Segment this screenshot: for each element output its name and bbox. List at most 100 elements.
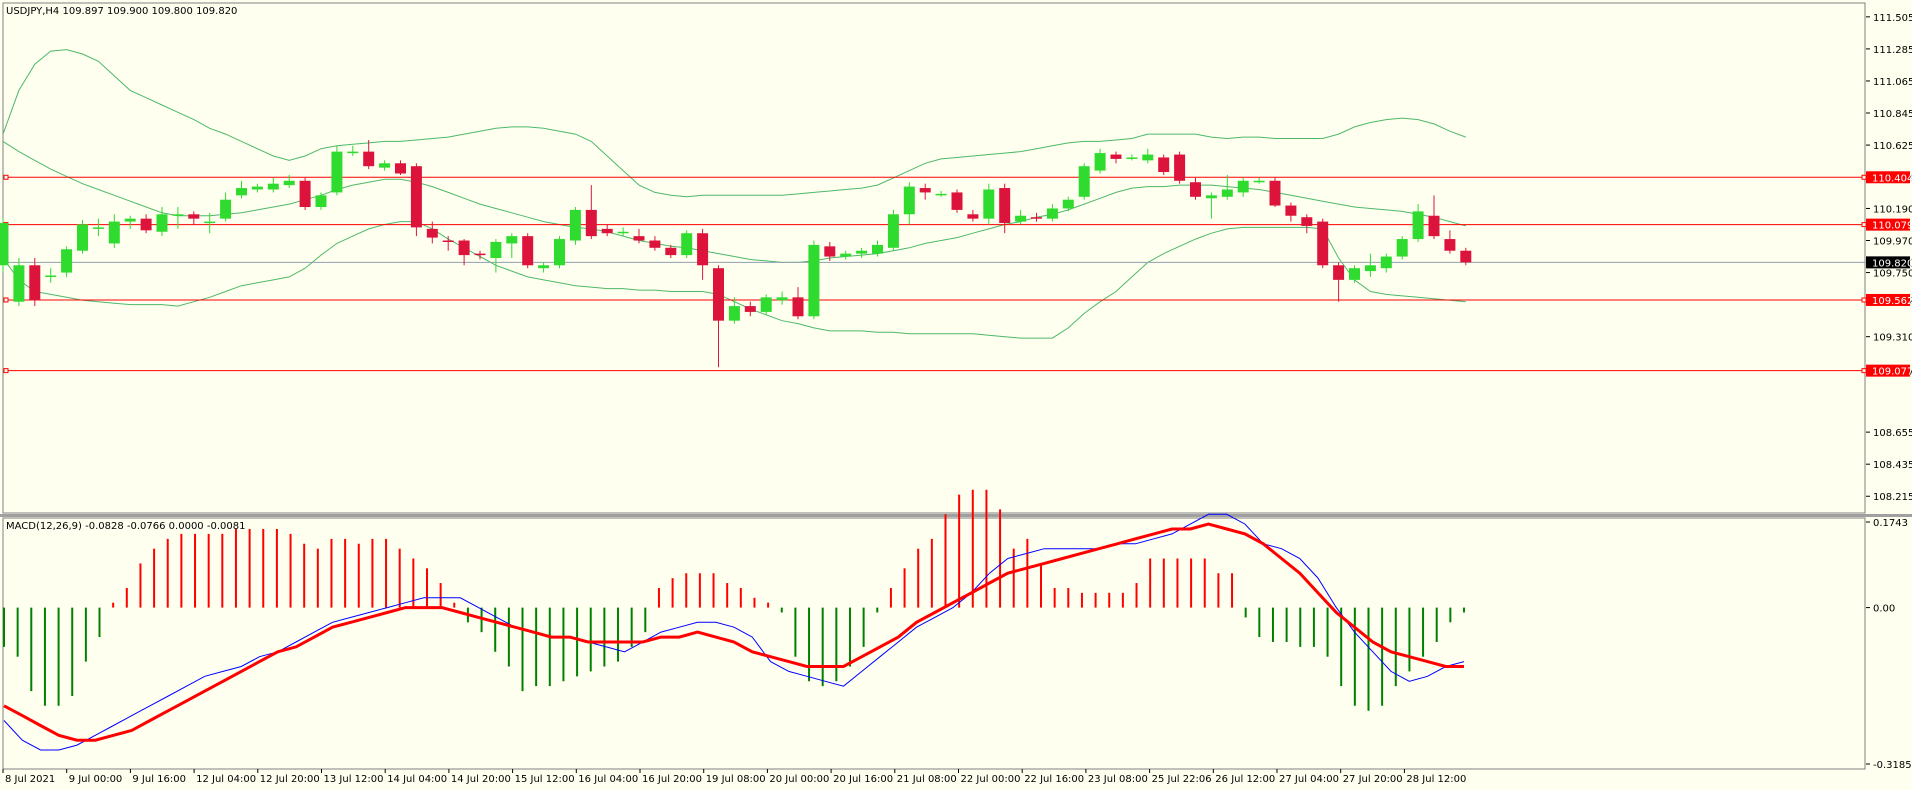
level-handle-right[interactable]	[1861, 222, 1867, 228]
candle	[410, 163, 422, 237]
candle	[999, 183, 1011, 234]
candle-body	[1396, 239, 1408, 257]
candle-body	[1078, 166, 1090, 197]
candle	[124, 215, 136, 229]
candle	[29, 258, 41, 307]
candle	[681, 230, 693, 258]
candle	[108, 214, 120, 248]
candle-body	[999, 188, 1011, 224]
candle	[1078, 163, 1090, 200]
candle	[585, 185, 597, 240]
candle-body	[442, 240, 454, 243]
level-handle-left[interactable]	[3, 368, 9, 374]
candle	[458, 239, 470, 266]
candle	[379, 160, 391, 171]
candle-body	[251, 186, 263, 190]
level-handle-left[interactable]	[3, 297, 9, 303]
candle	[776, 291, 788, 305]
time-tick-label: 20 Jul 00:00	[769, 774, 829, 785]
candle	[506, 233, 518, 258]
candle	[1349, 265, 1360, 283]
candle-body	[760, 297, 772, 312]
macd-main-line	[3, 513, 1465, 751]
level-handle-right[interactable]	[1861, 174, 1867, 180]
candle-body	[29, 265, 41, 301]
candle-body	[474, 253, 486, 256]
time-tick-label: 9 Jul 00:00	[69, 774, 123, 785]
candle	[744, 301, 756, 317]
candle-body	[1253, 180, 1265, 183]
candle	[1460, 247, 1472, 266]
candle-body	[267, 183, 279, 190]
candle-body	[188, 214, 200, 219]
candle-body	[1444, 239, 1456, 251]
candle	[649, 236, 661, 251]
candle	[569, 207, 581, 245]
candle	[1444, 230, 1456, 254]
macd-signal-line	[3, 522, 1464, 742]
level-handle-right[interactable]	[1861, 368, 1867, 374]
candle-body	[903, 186, 915, 215]
candle	[315, 192, 327, 210]
candle-body	[1110, 154, 1122, 159]
candle	[156, 207, 168, 237]
candle-body	[840, 253, 852, 257]
candle-body	[347, 151, 359, 154]
time-tick-label: 19 Jul 08:00	[706, 774, 766, 785]
price-level-labels: 110.404 110.079 109.562 109.077 109.820	[1866, 171, 1912, 378]
candles	[0, 139, 1472, 368]
candle-body	[1301, 217, 1313, 226]
candle	[935, 190, 947, 197]
candle	[1221, 174, 1233, 200]
candle-body	[872, 244, 883, 254]
time-tick-label: 22 Jul 16:00	[1024, 774, 1084, 785]
candle	[1317, 218, 1329, 269]
candle-body	[1380, 256, 1392, 269]
time-tick-label: 27 Jul 04:00	[1279, 774, 1339, 785]
candle-body	[92, 227, 104, 229]
candle	[1333, 262, 1345, 302]
level-label: 109.077	[1872, 367, 1912, 378]
candle	[45, 268, 57, 283]
candle	[0, 218, 9, 273]
price-tick-label: 108.435	[1873, 460, 1912, 471]
candle-body	[1285, 205, 1297, 216]
candle	[1094, 148, 1106, 174]
candle-body	[1046, 208, 1058, 219]
candle	[1380, 253, 1392, 273]
candle	[919, 183, 931, 200]
candle	[760, 294, 772, 315]
candle-body	[395, 163, 406, 174]
candle	[1269, 177, 1281, 207]
level-handle-left[interactable]	[3, 174, 9, 180]
panel-separator[interactable]	[0, 514, 1912, 517]
candle-body	[410, 166, 422, 228]
time-tick-label: 26 Jul 12:00	[1215, 774, 1275, 785]
price-tick-label: 109.970	[1873, 237, 1912, 248]
macd-tick-label: 0.1743	[1873, 518, 1908, 529]
candle-body	[458, 240, 470, 256]
candle	[1174, 151, 1186, 184]
time-tick-label: 16 Jul 20:00	[642, 774, 702, 785]
candle-body	[1174, 154, 1186, 181]
candle-body	[1237, 180, 1249, 193]
candle	[77, 220, 88, 254]
price-tick-label: 111.065	[1873, 77, 1912, 88]
level-handle-right[interactable]	[1861, 297, 1867, 303]
candle	[951, 189, 963, 213]
price-tick-label: 111.285	[1873, 45, 1912, 56]
candle-body	[776, 297, 788, 301]
candle	[140, 214, 152, 234]
price-axis: 111.505 111.285 111.065 110.845 110.625 110.4…	[1866, 13, 1912, 503]
price-header: USDJPY,H4 109.897 109.900 109.800 109.82…	[6, 6, 237, 17]
candle-body	[1269, 180, 1281, 206]
candle-body	[808, 244, 820, 317]
candle	[967, 209, 979, 222]
candle-body	[1094, 153, 1106, 171]
bollinger-middle-line	[2, 140, 1466, 263]
price-tick-label: 110.625	[1873, 141, 1912, 152]
time-tick-label: 8 Jul 2021	[5, 774, 55, 785]
candle-body	[601, 228, 613, 234]
candle	[1412, 204, 1424, 242]
